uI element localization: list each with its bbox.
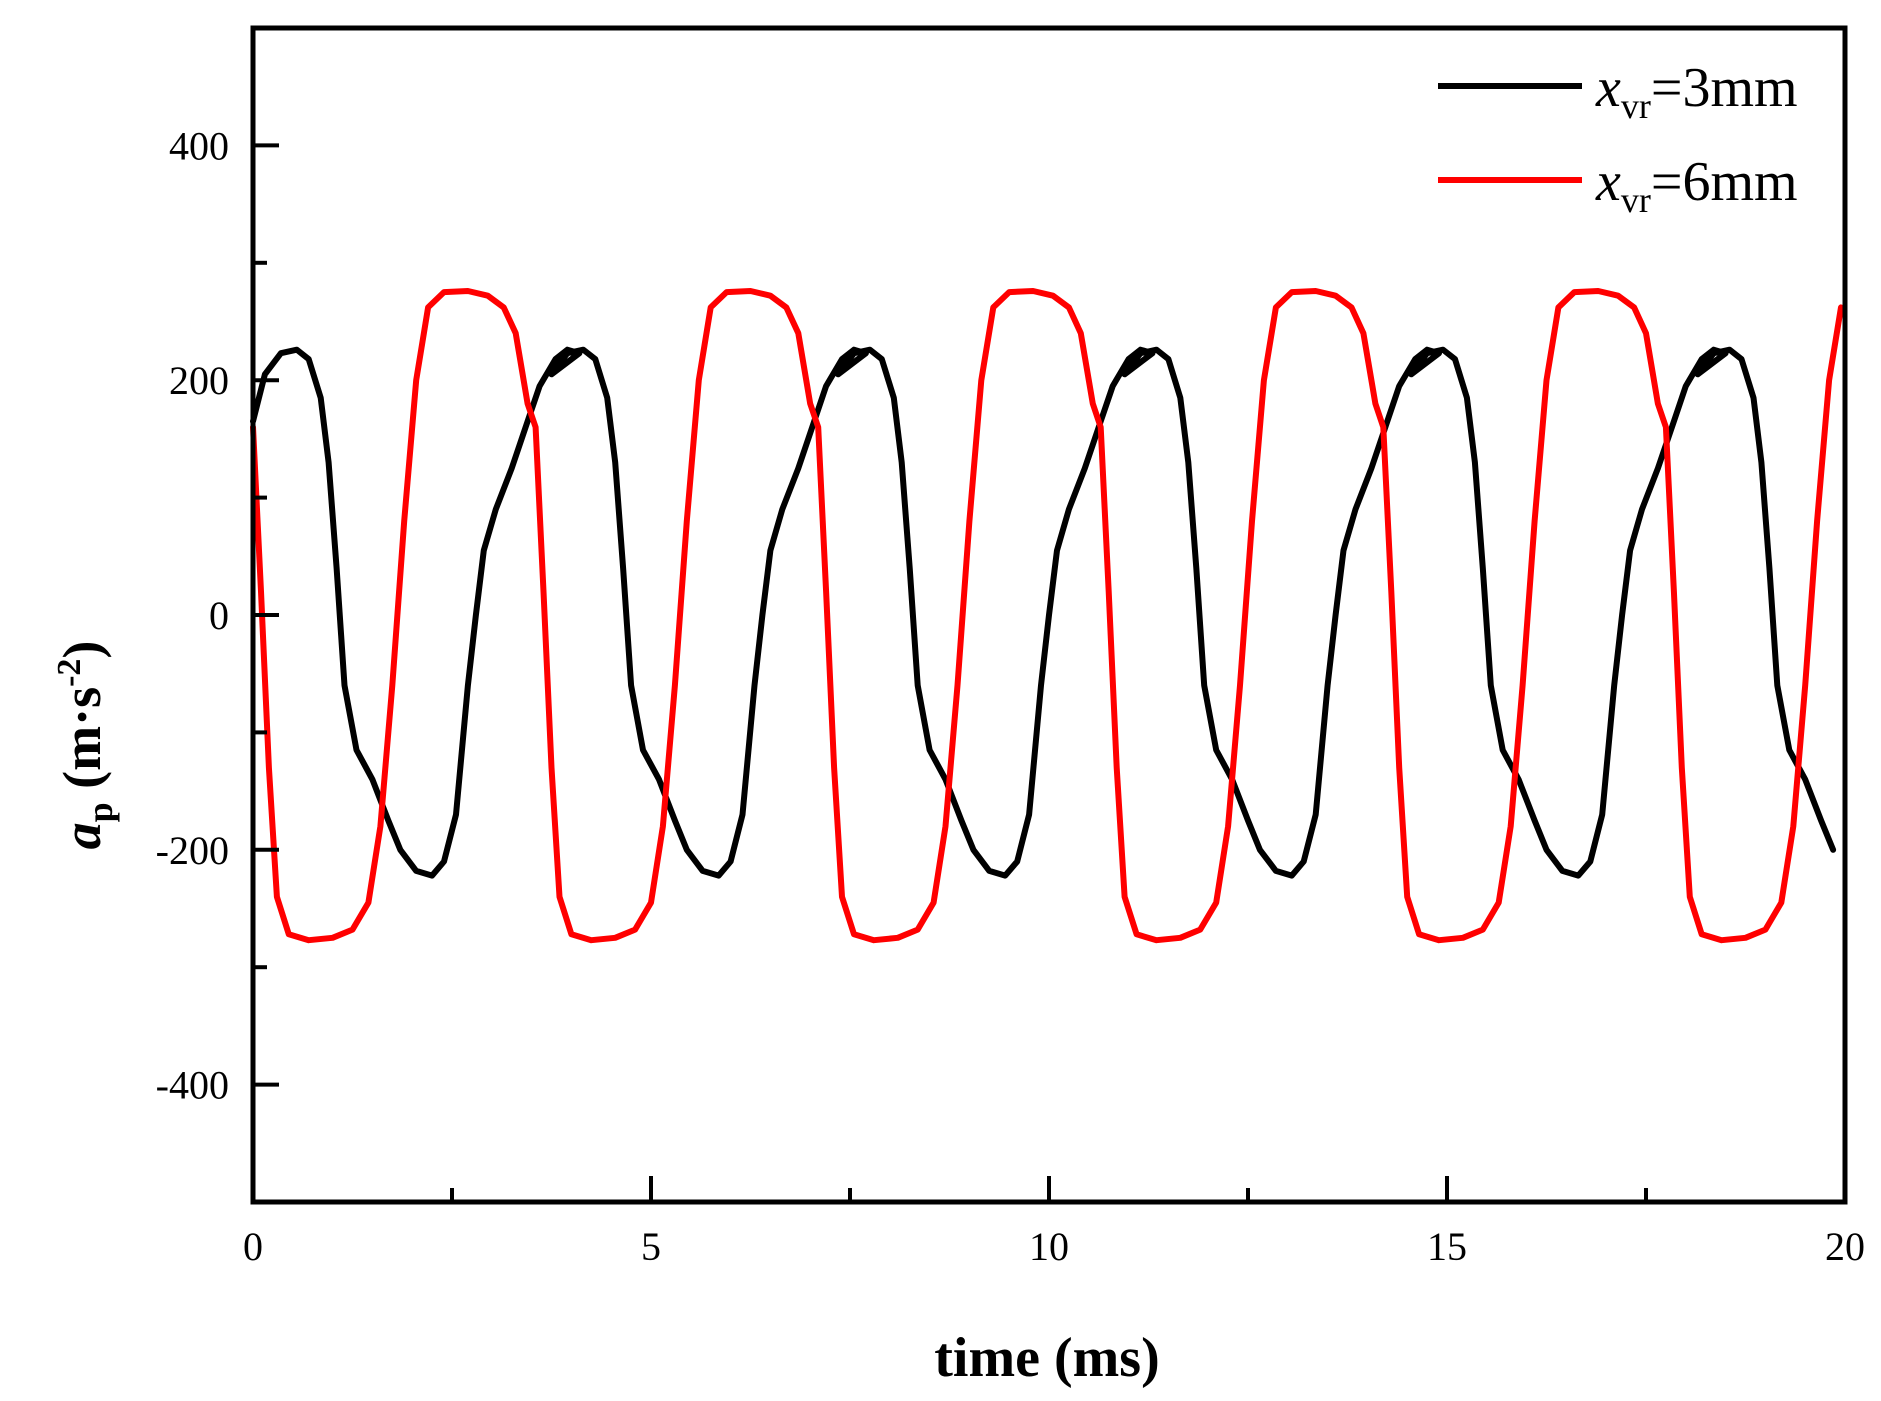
y-axis-unit-close: ) bbox=[52, 641, 112, 659]
legend-entry-6mm: xvr=6mm bbox=[1438, 151, 1798, 220]
y-axis-unit-open: (m·s bbox=[52, 687, 112, 789]
series-line-0 bbox=[250, 346, 1837, 879]
x-tick-label-2: 10 bbox=[1029, 1224, 1069, 1269]
y-tick-label-4: 400 bbox=[169, 123, 229, 168]
svg-text:ap (m·s-2): ap (m·s-2) bbox=[51, 641, 120, 850]
y-tick-label-1: -200 bbox=[156, 828, 229, 873]
legend-var-3mm: x bbox=[1595, 57, 1621, 119]
x-axis-title: time (ms) bbox=[934, 1327, 1159, 1389]
x-tick-label-1: 5 bbox=[641, 1224, 661, 1269]
legend-entry-3mm: xvr=3mm bbox=[1438, 57, 1798, 126]
legend-sub-3mm: vr bbox=[1621, 86, 1651, 126]
legend: xvr=3mm xvr=6mm bbox=[1438, 57, 1798, 220]
series-layer bbox=[250, 288, 1844, 944]
x-tick-label-0: 0 bbox=[243, 1224, 263, 1269]
y-tick-label-0: -400 bbox=[156, 1063, 229, 1108]
y-axis-unit-sup: -2 bbox=[51, 659, 88, 687]
y-tick-label-3: 200 bbox=[169, 358, 229, 403]
legend-text-6mm: =6mm bbox=[1651, 151, 1798, 213]
svg-text:xvr=6mm: xvr=6mm bbox=[1595, 151, 1798, 220]
x-tick-label-3: 15 bbox=[1427, 1224, 1467, 1269]
y-tick-label-2: 0 bbox=[209, 593, 229, 638]
y-axis-symbol-sub: p bbox=[80, 802, 120, 822]
legend-sub-6mm: vr bbox=[1621, 180, 1651, 220]
x-tick-label-4: 20 bbox=[1825, 1224, 1865, 1269]
y-axis-symbol: a bbox=[52, 822, 112, 849]
legend-text-3mm: =3mm bbox=[1651, 57, 1798, 119]
series-line-1 bbox=[250, 288, 1844, 944]
svg-text:xvr=3mm: xvr=3mm bbox=[1595, 57, 1798, 126]
axis-layer: 0 5 10 15 20 -400 -200 0 200 400 bbox=[156, 123, 1865, 1269]
legend-var-6mm: x bbox=[1595, 151, 1621, 213]
y-axis-title: ap (m·s-2) bbox=[51, 641, 120, 850]
